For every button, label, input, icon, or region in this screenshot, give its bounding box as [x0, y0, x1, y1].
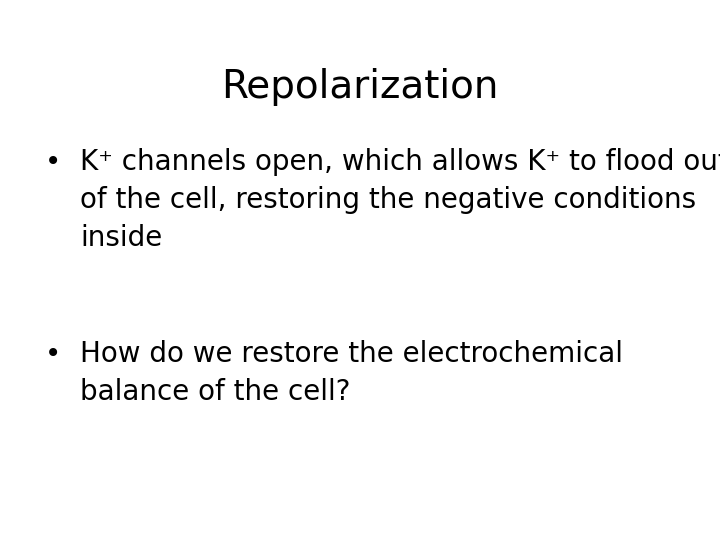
Text: K⁺ channels open, which allows K⁺ to flood out: K⁺ channels open, which allows K⁺ to flo…	[80, 148, 720, 176]
Text: inside: inside	[80, 224, 162, 252]
Text: Repolarization: Repolarization	[221, 68, 499, 106]
Text: of the cell, restoring the negative conditions: of the cell, restoring the negative cond…	[80, 186, 696, 214]
Text: •: •	[45, 340, 61, 368]
Text: balance of the cell?: balance of the cell?	[80, 378, 351, 406]
Text: How do we restore the electrochemical: How do we restore the electrochemical	[80, 340, 623, 368]
Text: •: •	[45, 148, 61, 176]
